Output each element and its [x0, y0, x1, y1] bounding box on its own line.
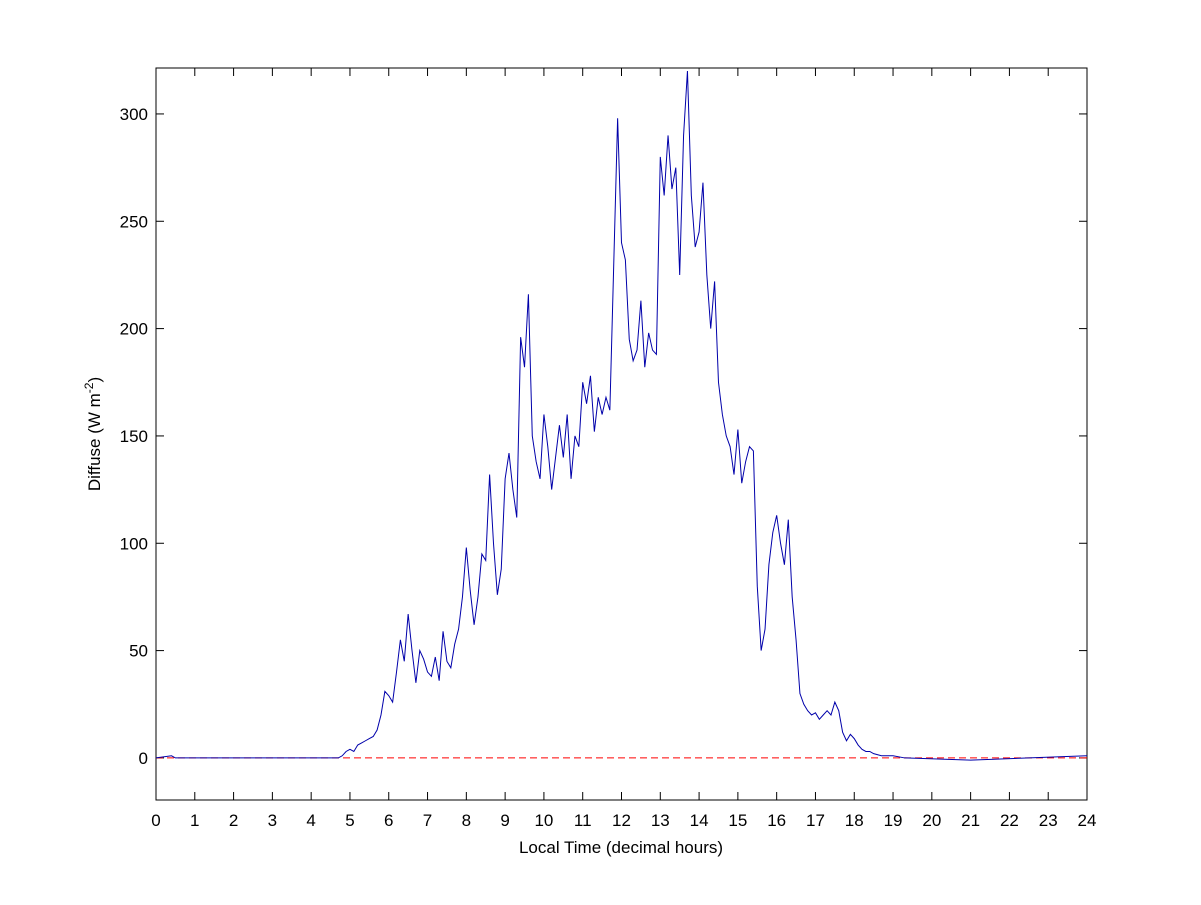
- y-tick-label: 0: [139, 749, 148, 768]
- x-tick-label: 15: [728, 811, 747, 830]
- x-tick-label: 8: [462, 811, 471, 830]
- x-tick-label: 14: [690, 811, 709, 830]
- x-tick-label: 20: [922, 811, 941, 830]
- y-tick-label: 150: [120, 427, 148, 446]
- y-tick-label: 200: [120, 320, 148, 339]
- x-tick-label: 10: [534, 811, 553, 830]
- plot-frame: [155, 67, 1088, 801]
- y-label-suffix: ): [85, 377, 104, 383]
- x-tick-label: 12: [612, 811, 631, 830]
- x-tick-label: 16: [767, 811, 786, 830]
- x-tick-label: 2: [229, 811, 238, 830]
- x-tick-label: 13: [651, 811, 670, 830]
- y-tick-label: 50: [129, 642, 148, 661]
- x-tick-label: 23: [1039, 811, 1058, 830]
- y-label-superscript: -2: [82, 382, 96, 393]
- x-tick-label: 19: [884, 811, 903, 830]
- y-tick-label: 250: [120, 212, 148, 231]
- x-tick-label: 6: [384, 811, 393, 830]
- x-axis-label: Local Time (decimal hours): [519, 838, 723, 857]
- x-tick-label: 1: [190, 811, 199, 830]
- y-axis-label: Diffuse (W m-2): [82, 377, 104, 491]
- x-tick-label: 18: [845, 811, 864, 830]
- x-tick-label: 21: [961, 811, 980, 830]
- x-tick-label: 11: [574, 811, 592, 830]
- x-tick-label: 7: [423, 811, 432, 830]
- y-label-text: Diffuse (W m: [85, 393, 104, 491]
- x-tick-label: 9: [500, 811, 509, 830]
- x-tick-label: 3: [268, 811, 277, 830]
- x-tick-label: 4: [306, 811, 315, 830]
- y-tick-label: 100: [120, 534, 148, 553]
- x-tick-label: 17: [806, 811, 825, 830]
- x-tick-label: 0: [151, 811, 160, 830]
- x-tick-label: 24: [1078, 811, 1097, 830]
- x-tick-label: 22: [1000, 811, 1019, 830]
- x-tick-label: 5: [345, 811, 354, 830]
- y-tick-label: 300: [120, 105, 148, 124]
- data-line: [155, 70, 1088, 761]
